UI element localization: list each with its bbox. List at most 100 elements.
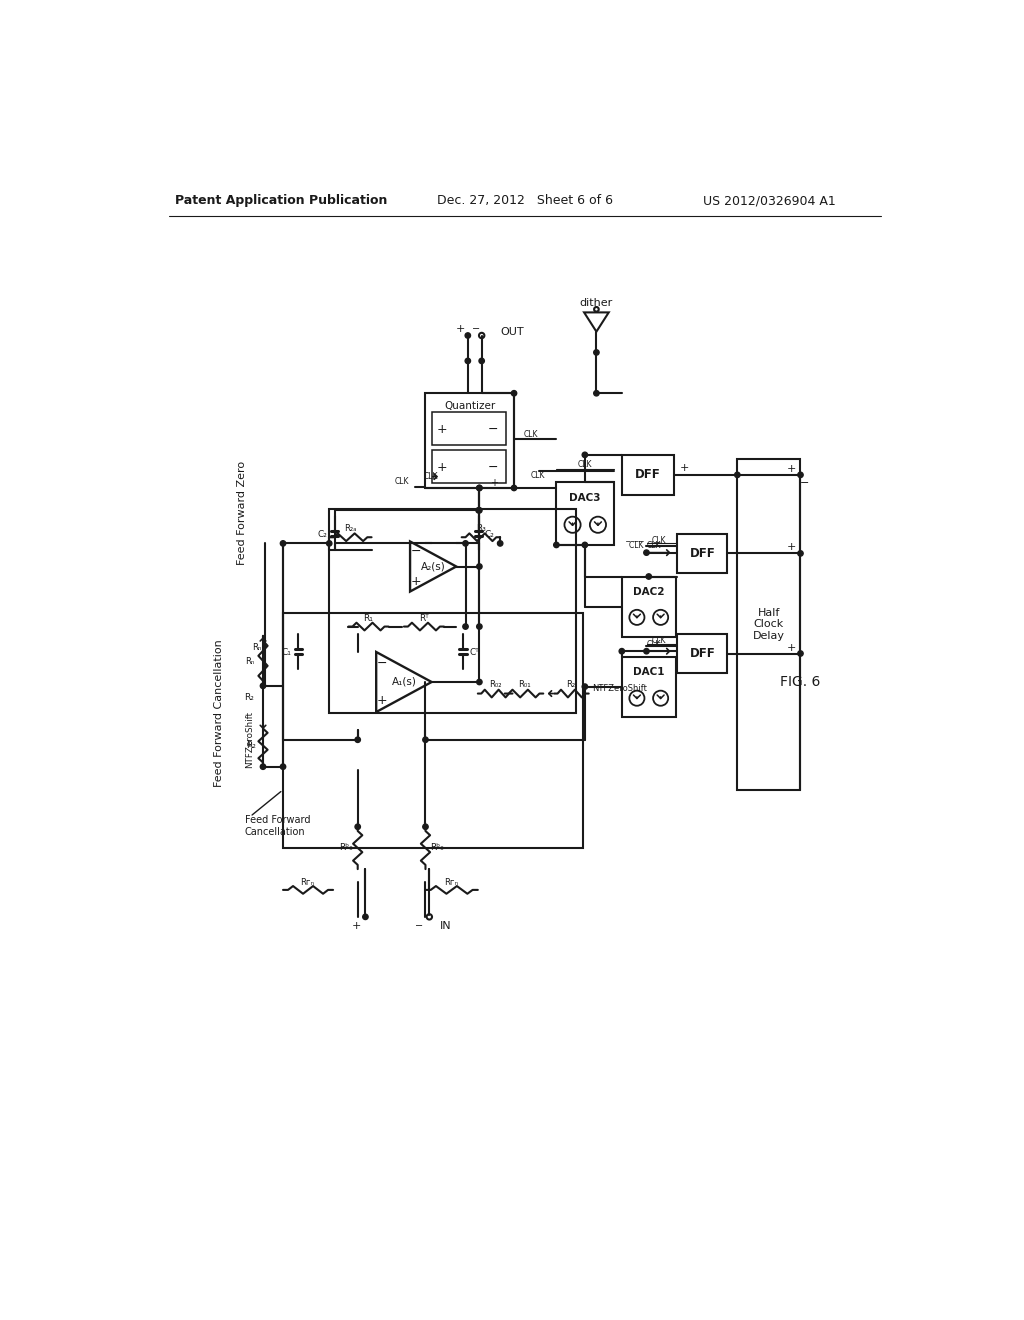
Circle shape — [644, 550, 649, 556]
Circle shape — [644, 648, 649, 653]
Text: NTFZeroShift: NTFZeroShift — [593, 684, 647, 693]
Circle shape — [594, 391, 599, 396]
Circle shape — [423, 737, 428, 742]
Text: Rᵇ₀: Rᵇ₀ — [339, 843, 353, 851]
Text: +: + — [786, 465, 796, 474]
Bar — [432, 412, 506, 445]
Circle shape — [511, 486, 517, 491]
Text: Feed Forward
Cancellation: Feed Forward Cancellation — [245, 816, 310, 837]
Circle shape — [798, 550, 803, 556]
Circle shape — [423, 824, 428, 829]
Text: DFF: DFF — [689, 546, 715, 560]
Circle shape — [620, 648, 625, 653]
Bar — [425, 393, 514, 488]
Circle shape — [260, 764, 265, 770]
Text: CLK: CLK — [651, 536, 666, 545]
Text: DAC2: DAC2 — [633, 586, 665, 597]
Text: IN: IN — [440, 921, 452, 931]
Text: Rᴦₙ: Rᴦₙ — [444, 878, 459, 887]
Text: CLK: CLK — [578, 461, 592, 470]
Text: Feed Forward Cancellation: Feed Forward Cancellation — [214, 639, 224, 787]
Text: Rᵀ: Rᵀ — [419, 614, 429, 623]
Text: +: + — [786, 643, 796, 653]
Text: CLK: CLK — [530, 471, 545, 480]
Circle shape — [463, 541, 468, 546]
Text: C₁: C₁ — [282, 648, 291, 657]
Text: Rₙ: Rₙ — [246, 657, 255, 665]
Text: CLK: CLK — [651, 636, 666, 645]
Circle shape — [327, 541, 332, 546]
Circle shape — [498, 541, 503, 546]
Text: +: + — [351, 921, 360, 931]
Text: R₁: R₁ — [364, 614, 374, 623]
Text: FIG. 6: FIG. 6 — [780, 675, 820, 689]
Circle shape — [281, 764, 286, 770]
Text: R₀₁: R₀₁ — [518, 680, 530, 689]
Text: −: − — [800, 478, 809, 487]
Circle shape — [511, 391, 517, 396]
Text: R₂ₐ: R₂ₐ — [344, 524, 357, 533]
Text: −: − — [416, 921, 423, 931]
Text: DFF: DFF — [689, 647, 715, 660]
Text: C₂: C₂ — [484, 529, 495, 539]
Bar — [622, 455, 674, 495]
Text: R₃: R₃ — [476, 524, 485, 533]
Text: DAC1: DAC1 — [633, 668, 665, 677]
Text: Cᵀ: Cᵀ — [470, 648, 479, 657]
Circle shape — [355, 737, 360, 742]
Text: Quantizer: Quantizer — [444, 400, 496, 411]
Circle shape — [554, 543, 559, 548]
Text: +: + — [786, 543, 796, 552]
Circle shape — [465, 358, 470, 363]
Circle shape — [463, 624, 468, 630]
Text: −: − — [488, 422, 499, 436]
Text: R₀₂: R₀₂ — [489, 680, 502, 689]
Text: CLK: CLK — [523, 429, 539, 438]
Circle shape — [798, 651, 803, 656]
Text: R₂: R₂ — [244, 693, 254, 702]
Text: US 2012/0326904 A1: US 2012/0326904 A1 — [703, 194, 836, 207]
Circle shape — [477, 680, 482, 685]
Circle shape — [583, 453, 588, 458]
Circle shape — [355, 824, 360, 829]
Text: DFF: DFF — [635, 469, 660, 482]
Circle shape — [477, 508, 482, 513]
Bar — [622, 657, 676, 718]
Bar — [556, 482, 614, 545]
Text: CLK: CLK — [395, 478, 410, 486]
Text: Rᴦₙ: Rᴦₙ — [301, 878, 314, 887]
Text: +: + — [437, 422, 447, 436]
Circle shape — [477, 486, 482, 491]
Circle shape — [362, 915, 368, 920]
Text: CLK: CLK — [647, 640, 662, 648]
Circle shape — [583, 543, 588, 548]
Text: DAC3: DAC3 — [569, 492, 601, 503]
Circle shape — [646, 574, 651, 579]
Text: dither: dither — [580, 298, 613, 308]
Text: +: + — [680, 463, 689, 473]
Circle shape — [594, 350, 599, 355]
Text: R₂: R₂ — [246, 741, 256, 750]
Circle shape — [477, 624, 482, 630]
Text: A₁(s): A₁(s) — [391, 677, 417, 686]
Text: −: − — [411, 545, 422, 558]
Circle shape — [477, 486, 482, 491]
Bar — [432, 450, 506, 483]
Circle shape — [281, 541, 286, 546]
Text: A₂(s): A₂(s) — [421, 561, 445, 572]
Text: −: − — [472, 325, 480, 334]
Circle shape — [798, 473, 803, 478]
Text: R₂: R₂ — [566, 680, 575, 689]
Bar — [737, 459, 801, 789]
Circle shape — [465, 333, 470, 338]
Text: Rᵇ₀: Rᵇ₀ — [430, 843, 443, 851]
Circle shape — [583, 684, 588, 689]
Text: OUT: OUT — [500, 326, 524, 337]
Circle shape — [260, 684, 265, 689]
Text: +: + — [377, 694, 388, 708]
Text: +: + — [437, 461, 447, 474]
Text: Half
Clock
Delay: Half Clock Delay — [753, 607, 784, 640]
Text: CLK: CLK — [647, 541, 662, 550]
Text: +: + — [456, 325, 465, 334]
Text: Rₙ: Rₙ — [252, 643, 261, 652]
